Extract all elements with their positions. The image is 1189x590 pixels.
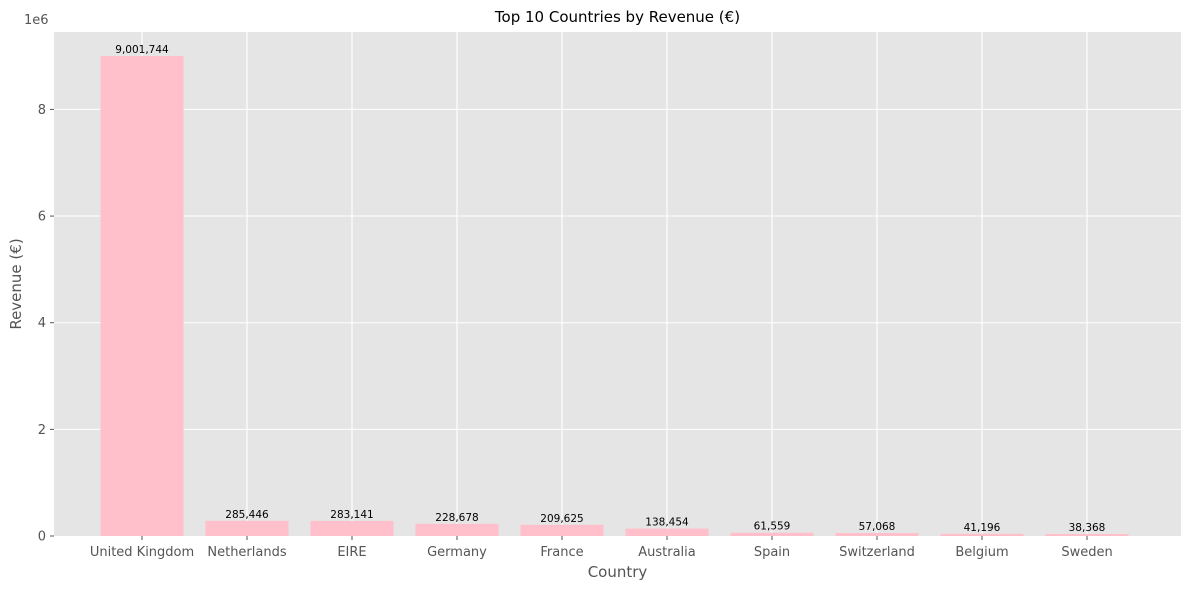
data-labels: 9,001,744 285,446 283,141 228,678 209,625 138…	[115, 44, 1105, 534]
x-tick-label: Sweden	[1061, 545, 1112, 560]
x-axis: United Kingdom Netherlands EIRE Germany Fran…	[90, 536, 1113, 560]
bar-france	[520, 524, 604, 536]
bar-australia	[625, 528, 709, 536]
bar-switzerland	[835, 532, 919, 536]
chart-title: Top 10 Countries by Revenue (€)	[494, 8, 740, 26]
x-tick-label: Netherlands	[207, 545, 286, 560]
bars	[100, 55, 1129, 536]
bar-value-label: 9,001,744	[115, 44, 169, 56]
x-tick-label: United Kingdom	[90, 545, 194, 560]
bar-sweden	[1045, 533, 1129, 536]
x-tick-label: EIRE	[337, 545, 366, 560]
y-tick-label: 0	[38, 530, 46, 545]
x-tick-label: Australia	[638, 545, 696, 560]
y-axis: 0 2 4 6 8	[38, 103, 54, 545]
bar-value-label: 138,454	[645, 517, 689, 529]
bar-value-label: 57,068	[859, 521, 896, 533]
x-tick-label: Spain	[754, 545, 790, 560]
x-tick-label: France	[540, 545, 583, 560]
x-tick-label: Switzerland	[839, 545, 915, 560]
bar-value-label: 41,196	[964, 522, 1001, 534]
bar-spain	[730, 532, 814, 536]
bar-value-label: 283,141	[330, 509, 373, 521]
x-tick-label: Belgium	[955, 545, 1008, 560]
bar-value-label: 61,559	[754, 521, 791, 533]
bar-value-label: 285,446	[225, 509, 269, 521]
bar-germany	[415, 523, 499, 536]
bar-netherlands	[205, 520, 289, 536]
x-tick-label: Germany	[427, 545, 487, 560]
grid-lines	[54, 32, 1181, 536]
bar-value-label: 38,368	[1069, 522, 1106, 534]
bar-belgium	[940, 533, 1024, 536]
bar-value-label: 228,678	[435, 512, 478, 524]
y-tick-label: 6	[38, 210, 46, 225]
plot-background	[54, 32, 1181, 536]
bar-eire	[310, 520, 394, 536]
bar-value-label: 209,625	[540, 513, 583, 525]
y-tick-label: 8	[38, 103, 46, 118]
y-axis-offset-label: 1e6	[24, 13, 49, 28]
x-axis-title: Country	[588, 563, 648, 581]
y-tick-label: 4	[38, 316, 46, 331]
y-tick-label: 2	[38, 423, 46, 438]
y-axis-title: Revenue (€)	[7, 238, 25, 329]
bar-united-kingdom	[100, 55, 184, 536]
